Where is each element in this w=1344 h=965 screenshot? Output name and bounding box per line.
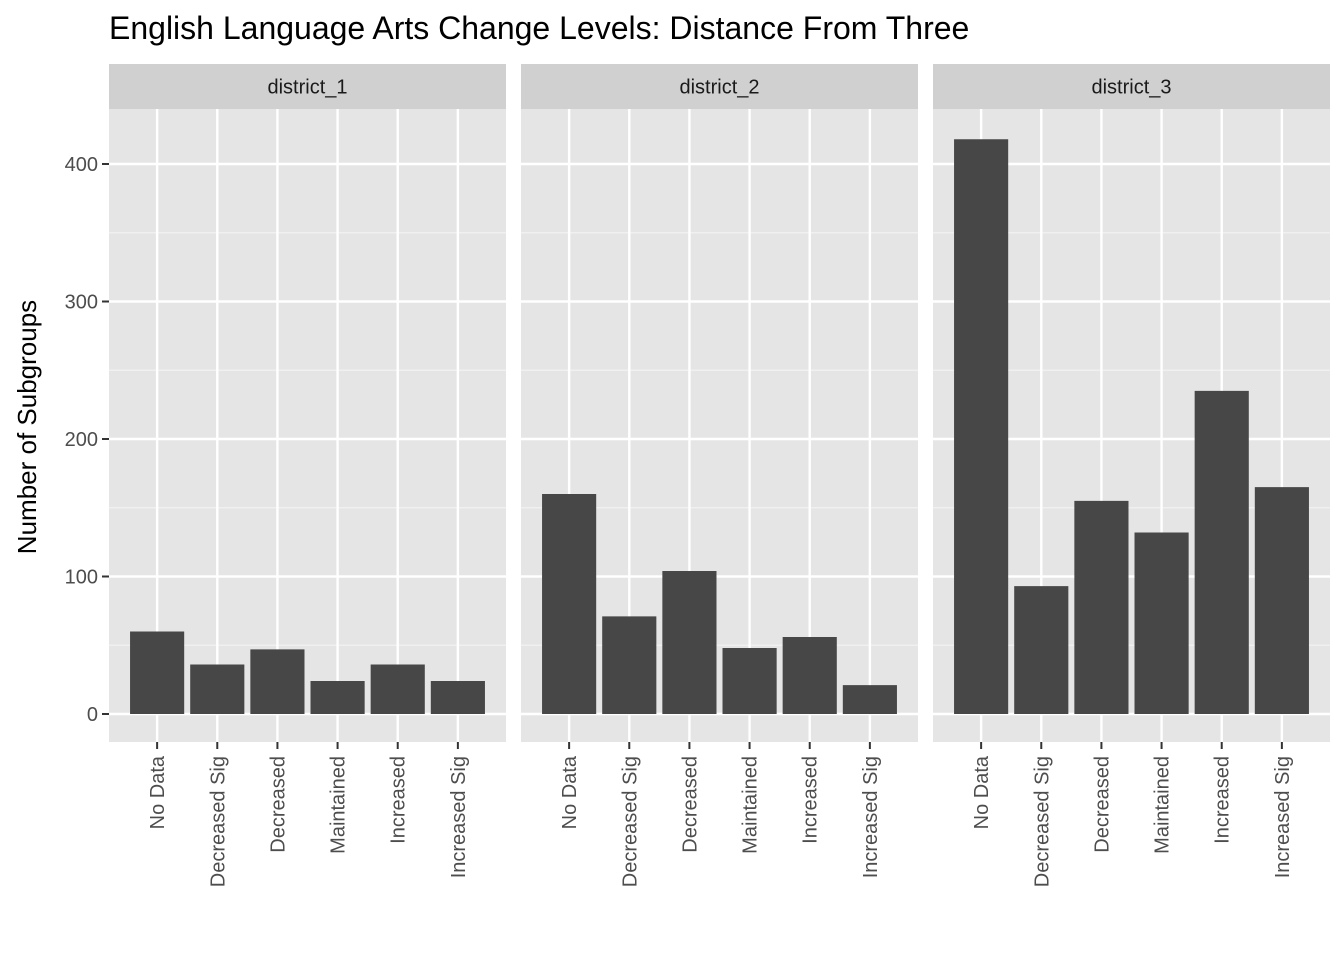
x-tick-label: Increased: [1212, 756, 1234, 844]
y-tick-label: 200: [65, 429, 98, 451]
bar-district-2-decreased-sig: [602, 616, 657, 714]
x-tick-label: No Data: [559, 755, 581, 829]
y-tick-label: 400: [65, 154, 98, 176]
x-tick-label: Decreased: [267, 756, 289, 853]
bar-district-3-no-data: [954, 139, 1009, 714]
x-tick-label: Decreased: [679, 756, 701, 853]
x-tick-label: No Data: [971, 755, 993, 829]
bar-district-1-decreased: [250, 649, 305, 714]
x-tick-label: Decreased Sig: [619, 756, 641, 887]
facet-panel-district-2: district_2 No Data Decreased Sig Decreased M…: [521, 64, 918, 887]
y-tick-label: 300: [65, 292, 98, 314]
bar-district-2-no-data: [542, 494, 597, 714]
bar-district-1-no-data: [130, 631, 185, 714]
facet-strip: [933, 64, 1330, 109]
bar-district-3-increased-sig: [1254, 487, 1309, 714]
bar-district-1-increased-sig: [430, 681, 485, 714]
x-tick-label: Increased Sig: [860, 756, 882, 878]
bar-district-3-decreased: [1074, 500, 1129, 714]
bar-district-1-decreased-sig: [190, 664, 245, 714]
x-tick-label: Decreased Sig: [1031, 756, 1053, 887]
y-axis: 0 100 200 300 400: [65, 154, 109, 726]
bar-district-3-decreased-sig: [1014, 586, 1069, 714]
facet-panel-district-3: district_3 No Data Decreased Sig Decreased M…: [933, 64, 1330, 887]
facet-panel-district-1: district_1 No Data Decreased Sig Decreased M…: [109, 64, 506, 887]
y-tick-label: 0: [87, 704, 98, 726]
facet-strip-label: district_1: [267, 77, 347, 99]
facet-strip-label: district_2: [679, 77, 759, 99]
x-tick-label: Increased: [388, 756, 410, 844]
facet-strip-label: district_3: [1091, 77, 1171, 99]
x-tick-label: Increased Sig: [448, 756, 470, 878]
bar-district-3-maintained: [1134, 532, 1189, 714]
bar-district-1-maintained: [310, 681, 365, 714]
facet-strip: [109, 64, 506, 109]
x-tick-label: Maintained: [1152, 756, 1174, 854]
facet-panels: district_1 No Data Decreased Sig Decreased M…: [109, 64, 1330, 887]
facet-strip: [521, 64, 918, 109]
x-tick-label: Increased Sig: [1272, 756, 1294, 878]
y-axis-label: Number of Subgroups: [12, 300, 42, 554]
bar-district-3-increased: [1194, 390, 1249, 714]
x-tick-label: No Data: [147, 755, 169, 829]
bar-district-2-increased-sig: [842, 685, 897, 714]
x-tick-label: Maintained: [740, 756, 762, 854]
x-tick-label: Decreased Sig: [207, 756, 229, 887]
x-tick-label: Increased: [800, 756, 822, 844]
chart-title: English Language Arts Change Levels: Dis…: [109, 10, 969, 46]
bar-district-1-increased: [370, 664, 425, 714]
bar-district-2-maintained: [722, 648, 777, 714]
bar-district-2-increased: [782, 637, 837, 714]
x-tick-label: Decreased: [1091, 756, 1113, 853]
x-tick-label: Maintained: [328, 756, 350, 854]
bar-district-2-decreased: [662, 571, 717, 714]
y-tick-label: 100: [65, 567, 98, 589]
